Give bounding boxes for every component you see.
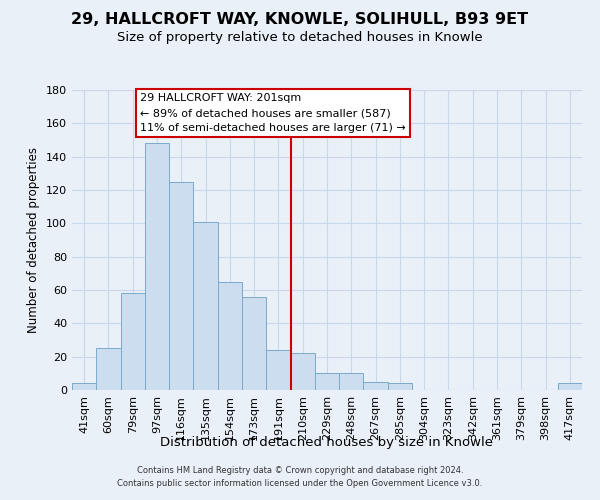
Bar	[242, 296, 266, 390]
Text: 29 HALLCROFT WAY: 201sqm
← 89% of detached houses are smaller (587)
11% of semi-: 29 HALLCROFT WAY: 201sqm ← 89% of detach…	[140, 94, 406, 133]
Bar	[315, 374, 339, 390]
Bar	[169, 182, 193, 390]
Bar	[266, 350, 290, 390]
Text: Distribution of detached houses by size in Knowle: Distribution of detached houses by size …	[161, 436, 493, 449]
Bar	[290, 354, 315, 390]
Bar	[96, 348, 121, 390]
Y-axis label: Number of detached properties: Number of detached properties	[28, 147, 40, 333]
Bar	[364, 382, 388, 390]
Bar	[121, 294, 145, 390]
Bar	[558, 384, 582, 390]
Bar	[339, 374, 364, 390]
Text: 29, HALLCROFT WAY, KNOWLE, SOLIHULL, B93 9ET: 29, HALLCROFT WAY, KNOWLE, SOLIHULL, B93…	[71, 12, 529, 28]
Bar	[193, 222, 218, 390]
Bar	[72, 384, 96, 390]
Bar	[218, 282, 242, 390]
Text: Size of property relative to detached houses in Knowle: Size of property relative to detached ho…	[117, 31, 483, 44]
Bar	[388, 384, 412, 390]
Text: Contains HM Land Registry data © Crown copyright and database right 2024.
Contai: Contains HM Land Registry data © Crown c…	[118, 466, 482, 487]
Bar	[145, 144, 169, 390]
